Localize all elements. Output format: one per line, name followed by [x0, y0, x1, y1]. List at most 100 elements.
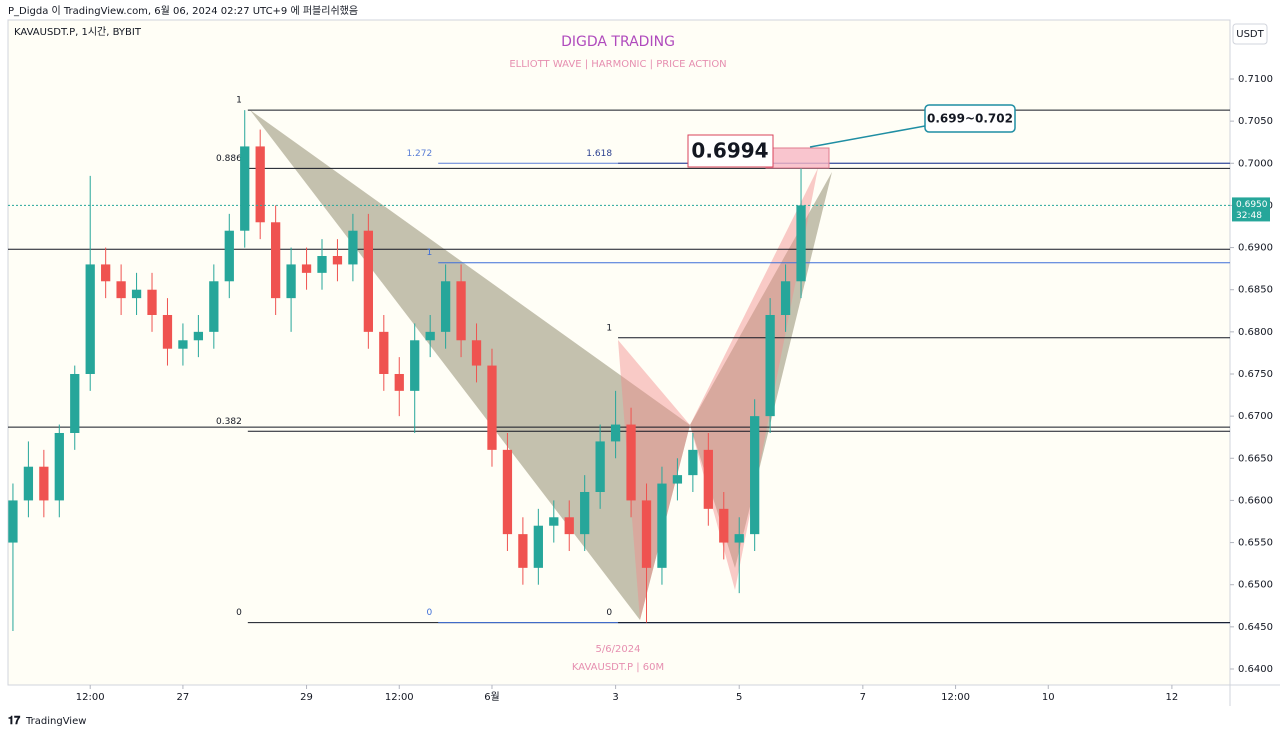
- level-label: 1: [236, 96, 242, 106]
- candle-body: [502, 449, 513, 535]
- callout-label: 0.699~0.702: [927, 112, 1013, 126]
- candle-body: [580, 491, 590, 535]
- candle-body: [363, 230, 373, 332]
- brand: 𝟏𝟕: [8, 714, 21, 727]
- candle-body: [286, 264, 296, 299]
- candle-body: [193, 331, 204, 341]
- candle-body: [224, 230, 234, 282]
- y-tick-label: 0.6700: [1238, 411, 1273, 422]
- candle-body: [425, 331, 435, 341]
- y-tick-label: 0.6450: [1238, 622, 1273, 633]
- candle-body: [719, 508, 729, 543]
- y-tick-label: 0.6750: [1238, 369, 1273, 380]
- watermark-symbol: KAVAUSDT.P | 60M: [572, 662, 664, 673]
- candle-body: [116, 281, 126, 299]
- pattern-xab: [250, 110, 690, 620]
- y-tick-label: 0.6550: [1238, 538, 1273, 549]
- x-tick-label: 12:00: [941, 692, 970, 703]
- pattern-pink-1: [618, 340, 690, 620]
- candle-body: [657, 483, 667, 568]
- level-label: 1: [606, 323, 612, 333]
- candle-body: [796, 205, 806, 282]
- symbol-info: KAVAUSDT.P, 1시간, BYBIT: [14, 26, 142, 38]
- candle-body: [271, 222, 281, 299]
- candle-body: [672, 475, 683, 484]
- x-tick-label: 7: [860, 692, 866, 703]
- candle-body: [348, 230, 358, 265]
- y-tick-label: 0.6400: [1238, 664, 1273, 675]
- y-tick-label: 0.6900: [1238, 243, 1273, 254]
- candle-body: [487, 365, 497, 450]
- candle-body: [626, 424, 636, 501]
- candle-body: [147, 289, 157, 315]
- countdown-label: 32:48: [1236, 211, 1262, 221]
- x-tick-label: 12:00: [385, 692, 414, 703]
- candle-body: [394, 373, 404, 391]
- candle-body: [533, 525, 543, 568]
- candle-body: [178, 340, 188, 349]
- candle-body: [23, 466, 34, 501]
- x-tick-label: 12: [1166, 692, 1179, 703]
- currency-button[interactable]: [1232, 23, 1268, 45]
- candle-body: [440, 281, 451, 332]
- candle-body: [734, 534, 744, 543]
- x-tick-label: 12:00: [76, 692, 105, 703]
- x-tick-label: 29: [300, 692, 313, 703]
- candle-body: [379, 331, 389, 374]
- candle-body: [332, 255, 343, 265]
- candle-body: [780, 281, 791, 315]
- y-tick-label: 0.6800: [1238, 327, 1273, 338]
- level-label: 0: [426, 608, 432, 618]
- x-tick-label: 10: [1042, 692, 1055, 703]
- candle-body: [688, 449, 698, 476]
- y-tick-label: 0.7100: [1238, 74, 1273, 85]
- candle-body: [595, 441, 605, 492]
- last-price-label: 0.6950: [1236, 200, 1268, 210]
- x-tick-label: 27: [177, 692, 190, 703]
- chart-title: DIGDA TRADING: [561, 34, 675, 50]
- brand-name: TradingView: [25, 716, 86, 727]
- candle-body: [549, 517, 559, 526]
- candle-body: [54, 432, 64, 501]
- y-tick-label: 0.6500: [1238, 580, 1273, 591]
- candle-body: [85, 264, 95, 374]
- candle-body: [765, 314, 775, 417]
- x-tick-label: 6월: [484, 691, 500, 703]
- candle-body: [301, 264, 312, 273]
- y-tick-label: 0.6600: [1238, 495, 1273, 506]
- candle-body: [317, 255, 327, 273]
- level-label: 0: [606, 608, 612, 618]
- candle-body: [8, 500, 18, 543]
- target-label: 0.6994: [691, 139, 768, 163]
- candle-body: [39, 466, 49, 501]
- candle-body: [162, 314, 173, 349]
- candle-body: [564, 517, 574, 535]
- candle-body: [70, 373, 80, 433]
- target-box: [687, 134, 774, 168]
- level-label: 1.618: [586, 149, 612, 159]
- x-tick-label: 3: [612, 692, 618, 703]
- watermark-date: 5/6/2024: [596, 644, 641, 655]
- level-label: 1: [426, 248, 432, 258]
- candle-body: [471, 340, 482, 366]
- level-label: 0.886: [216, 154, 242, 164]
- candle-body: [131, 289, 142, 299]
- level-label: 0.382: [216, 417, 242, 427]
- candle-body: [456, 281, 466, 341]
- callout-pointer: [809, 125, 926, 148]
- y-tick-label: 0.6650: [1238, 453, 1273, 464]
- target-zone: [765, 147, 830, 169]
- candle-body: [255, 146, 265, 223]
- candle-body: [518, 534, 528, 568]
- publish-info: P_Digda 이 TradingView.com, 6월 06, 2024 0…: [8, 4, 358, 17]
- candle-body: [610, 424, 621, 442]
- y-tick-label: 0.6850: [1238, 285, 1273, 296]
- callout-box: [924, 104, 1016, 133]
- y-tick-label: 0.7050: [1238, 116, 1273, 127]
- x-tick-label: 5: [736, 692, 742, 703]
- candle-body: [641, 500, 652, 568]
- candle-body: [410, 340, 420, 391]
- candle-body: [101, 264, 111, 282]
- currency: USDT: [1236, 29, 1264, 40]
